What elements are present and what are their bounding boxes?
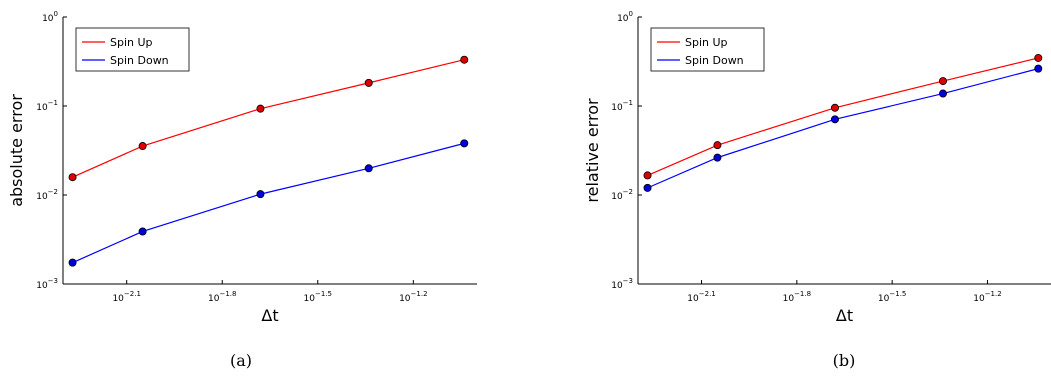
y-tick-label: 10−1 bbox=[611, 99, 633, 113]
subfigure-caption: (a) bbox=[230, 351, 252, 370]
series-line-spin-up bbox=[647, 57, 1039, 176]
y-tick-label: 10−3 bbox=[36, 277, 58, 291]
y-tick-label: 10−2 bbox=[611, 188, 633, 202]
y-axis-label: relative error bbox=[583, 98, 602, 203]
data-point bbox=[713, 153, 722, 162]
legend-entry: Spin Up bbox=[685, 36, 728, 49]
x-tick-label: 10−1.2 bbox=[973, 290, 1001, 304]
x-tick-label: 10−1.5 bbox=[878, 290, 906, 304]
x-tick-label: 10−2.1 bbox=[112, 290, 140, 304]
series-line-spin-down bbox=[72, 142, 465, 264]
legend: Spin Up Spin Down bbox=[75, 27, 190, 72]
legend-entry: Spin Down bbox=[685, 54, 744, 67]
data-point bbox=[364, 164, 373, 173]
y-axis-label: absolute error bbox=[7, 94, 26, 207]
data-point bbox=[830, 115, 839, 124]
data-point bbox=[1034, 64, 1043, 73]
series-line-spin-up bbox=[72, 59, 465, 178]
x-tick-label: 10−2.1 bbox=[687, 290, 715, 304]
data-point bbox=[643, 183, 652, 192]
data-point bbox=[713, 141, 722, 150]
data-point bbox=[256, 104, 265, 113]
x-axis-label: Δt bbox=[261, 306, 278, 325]
data-point bbox=[1034, 53, 1043, 62]
data-point bbox=[68, 173, 77, 182]
y-tick-label: 100 bbox=[42, 10, 58, 24]
x-tick-label: 10−1.5 bbox=[304, 290, 332, 304]
chart-panel-a: 10−3 10−2 10−1 100 10−2.1 10−1.8 10−1.5 10−1.2 Δ… bbox=[7, 10, 477, 370]
data-point bbox=[938, 77, 947, 86]
data-point bbox=[643, 171, 652, 180]
y-tick-label: 100 bbox=[617, 10, 633, 24]
x-axis-label: Δt bbox=[836, 306, 853, 325]
y-tick-label: 10−2 bbox=[36, 188, 58, 202]
legend-entry: Spin Up bbox=[110, 36, 153, 49]
data-point bbox=[68, 258, 77, 267]
x-tick-label: 10−1.8 bbox=[783, 290, 811, 304]
legend-entry: Spin Down bbox=[110, 54, 169, 67]
data-point bbox=[938, 89, 947, 98]
data-point bbox=[138, 227, 147, 236]
y-tick-label: 10−3 bbox=[611, 277, 633, 291]
data-point bbox=[256, 190, 265, 199]
data-point bbox=[460, 55, 469, 64]
legend: Spin Up Spin Down bbox=[650, 27, 765, 72]
subfigure-caption: (b) bbox=[833, 351, 856, 370]
legend-box bbox=[650, 27, 765, 72]
data-point bbox=[364, 78, 373, 87]
legend-box bbox=[75, 27, 190, 72]
data-point bbox=[138, 142, 147, 151]
series-line-spin-down bbox=[647, 68, 1039, 189]
chart-panel-b: 10−3 10−2 10−1 100 10−2.1 10−1.8 10−1.5 10−1.2 Δ… bbox=[583, 10, 1051, 370]
data-point bbox=[460, 139, 469, 148]
x-tick-label: 10−1.2 bbox=[399, 290, 427, 304]
y-tick-label: 10−1 bbox=[36, 99, 58, 113]
x-tick-label: 10−1.8 bbox=[208, 290, 236, 304]
data-point bbox=[830, 103, 839, 112]
